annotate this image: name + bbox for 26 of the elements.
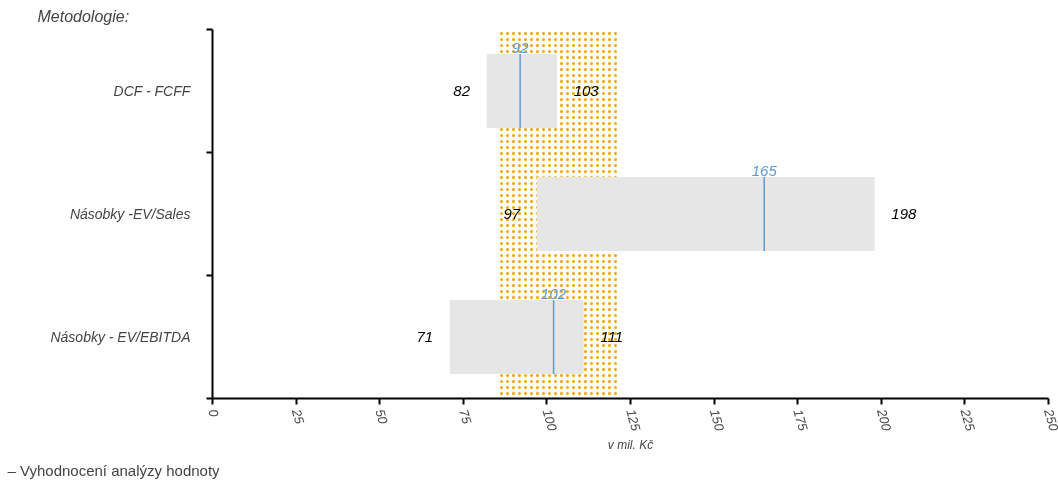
y-axis-title: Metodologie: <box>37 7 130 25</box>
annotation: 165 <box>751 161 778 179</box>
x-tick-label: 0 <box>205 407 222 420</box>
x-tick-label: 75 <box>456 407 475 427</box>
annotation: 111 <box>600 328 624 345</box>
x-tick-label: 25 <box>288 406 308 427</box>
annotation: 71 <box>416 328 434 345</box>
x-tick-label: 175 <box>790 407 811 434</box>
x-tick-label: 150 <box>706 407 728 434</box>
x-tick-label: 225 <box>957 406 979 434</box>
annotation: 198 <box>891 205 918 222</box>
x-tick-label: 250 <box>1040 406 1058 434</box>
y-tick-label: DCF - FCFF <box>113 83 192 99</box>
x-axis-title: v mil. Kč <box>607 437 654 452</box>
y-tick-label: Násobky -EV/Sales <box>69 206 191 222</box>
x-tick-label: 200 <box>873 406 895 434</box>
annotation: 103 <box>573 82 600 99</box>
x-tick-label: 50 <box>372 407 391 427</box>
x-tick-label: 125 <box>623 407 644 434</box>
annotation: 102 <box>541 284 567 302</box>
y-tick-label: Násobky - EV/EBITDA <box>50 329 191 345</box>
annotation: 82 <box>453 82 471 99</box>
annotation: 97 <box>503 205 521 222</box>
x-tick-label: 100 <box>539 407 561 434</box>
text: – Vyhodnocení analýzy hodnoty <box>7 461 221 479</box>
annotation: 92 <box>511 38 530 56</box>
